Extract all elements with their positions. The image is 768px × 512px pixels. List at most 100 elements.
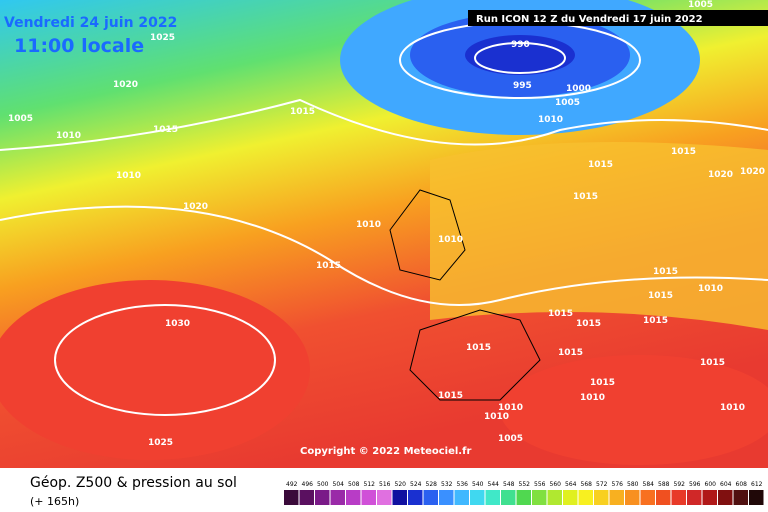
colorbar-label: 536: [457, 481, 469, 488]
colorbar-cell: [377, 490, 392, 505]
colorbar-label: 608: [736, 481, 748, 488]
colorbar-cell: [454, 490, 469, 505]
isobar-label: 1020: [183, 202, 208, 212]
colorbar-label: 576: [612, 481, 624, 488]
colorbar-cell: [392, 490, 407, 505]
isobar-label: 1015: [548, 309, 573, 319]
isobar-label: 1015: [700, 358, 725, 368]
colorbar-label: 512: [364, 481, 376, 488]
isobar-label: 1015: [558, 348, 583, 358]
colorbar-label: 524: [410, 481, 422, 488]
colorbar-label: 584: [643, 481, 655, 488]
isobar-label: 1015: [438, 391, 463, 401]
isobar-label: 1015: [290, 107, 315, 117]
colorbar-label: 508: [348, 481, 360, 488]
colorbar-cell: [361, 490, 376, 505]
isobar-label: 1010: [484, 412, 509, 422]
colorbar-cell: [408, 490, 423, 505]
colorbar-cell: [609, 490, 624, 505]
isobar-label: 1000: [566, 84, 591, 94]
isobar-label: 1025: [150, 33, 175, 43]
warm-zone: [430, 142, 768, 330]
colorbar-label: 588: [658, 481, 670, 488]
colorbar-cell: [330, 490, 345, 505]
isobar-label: 1015: [653, 267, 678, 277]
colorbar-label: 528: [426, 481, 438, 488]
isobar-label: 1020: [708, 170, 733, 180]
isobar-label: 1015: [588, 160, 613, 170]
colorbar-cell: [702, 490, 717, 505]
colorbar-cell: [594, 490, 609, 505]
colorbar-label: 500: [317, 481, 329, 488]
colorbar-label: 612: [751, 481, 763, 488]
isobar-label: 1010: [498, 403, 523, 413]
colorbar-cell: [687, 490, 702, 505]
colorbar-cell: [532, 490, 547, 505]
colorbar-label: 564: [565, 481, 577, 488]
colorbar-label: 504: [333, 481, 345, 488]
date: Vendredi 24 juin 2022: [4, 15, 177, 31]
colorbar-label: 568: [581, 481, 593, 488]
isobar-label: 1015: [576, 319, 601, 329]
isobar-label: 990: [511, 40, 530, 50]
colorbar-label: 492: [286, 481, 298, 488]
colorbar-cell: [718, 490, 733, 505]
colorbar-cell: [640, 490, 655, 505]
colorbar-label: 596: [689, 481, 701, 488]
isobar: [474, 42, 566, 74]
colorbar-cell: [485, 490, 500, 505]
isobar-label: 1010: [116, 171, 141, 181]
isobar-label: 1030: [165, 319, 190, 329]
colorbar-cell: [749, 490, 764, 505]
colorbar-cell: [423, 490, 438, 505]
isobar-label: 1010: [438, 235, 463, 245]
footer-title: Géop. Z500 & pression au sol: [30, 475, 237, 491]
isobar-label: 1010: [538, 115, 563, 125]
colorbar-cell: [625, 490, 640, 505]
isobar-label: 1010: [720, 403, 745, 413]
colorbar-cell: [346, 490, 361, 505]
isobar: [54, 304, 276, 416]
colorbar-label: 520: [395, 481, 407, 488]
lead-time: (+ 165h): [30, 495, 79, 508]
colorbar-label: 532: [441, 481, 453, 488]
isobar-label: 1010: [56, 131, 81, 141]
isobar-label: 1005: [8, 114, 33, 124]
isobar-label: 1015: [643, 316, 668, 326]
colorbar-label: 516: [379, 481, 391, 488]
colorbar-cell: [315, 490, 330, 505]
colorbar-label: 544: [488, 481, 500, 488]
isobar: [0, 205, 768, 306]
isobar-label: 1015: [648, 291, 673, 301]
colorbar-label: 572: [596, 481, 608, 488]
isobar-label: 1005: [688, 0, 713, 10]
colorbar-cell: [563, 490, 578, 505]
isobar-label: 1010: [698, 284, 723, 294]
coastline: [389, 189, 466, 281]
isobar-label: 1015: [316, 261, 341, 271]
colorbar-cell: [671, 490, 686, 505]
colorbar-label: 496: [302, 481, 314, 488]
isobar-label: 1020: [113, 80, 138, 90]
isobar-label: 1010: [356, 220, 381, 230]
colorbar-label: 552: [519, 481, 531, 488]
colorbar-label: 580: [627, 481, 639, 488]
isobar-label: 1015: [671, 147, 696, 157]
isobar-label: 1015: [466, 343, 491, 353]
isobar-label: 1015: [153, 125, 178, 135]
colorbar-label: 604: [720, 481, 732, 488]
colorbar-cell: [439, 490, 454, 505]
copyright: Copyright © 2022 Meteociel.fr: [300, 446, 471, 457]
run-banner: [468, 10, 768, 26]
colorbar-label: 548: [503, 481, 515, 488]
isobar-label: 1020: [740, 167, 765, 177]
isobar-label: 1005: [555, 98, 580, 108]
colorbar-cell: [656, 490, 671, 505]
colorbar-label: 600: [705, 481, 717, 488]
isobar-label: 1025: [148, 438, 173, 448]
low-center: [465, 35, 575, 75]
colorbar-label: 556: [534, 481, 546, 488]
hot-zone: [0, 280, 310, 460]
colorbar-cell: [470, 490, 485, 505]
hot-zone: [500, 355, 768, 465]
